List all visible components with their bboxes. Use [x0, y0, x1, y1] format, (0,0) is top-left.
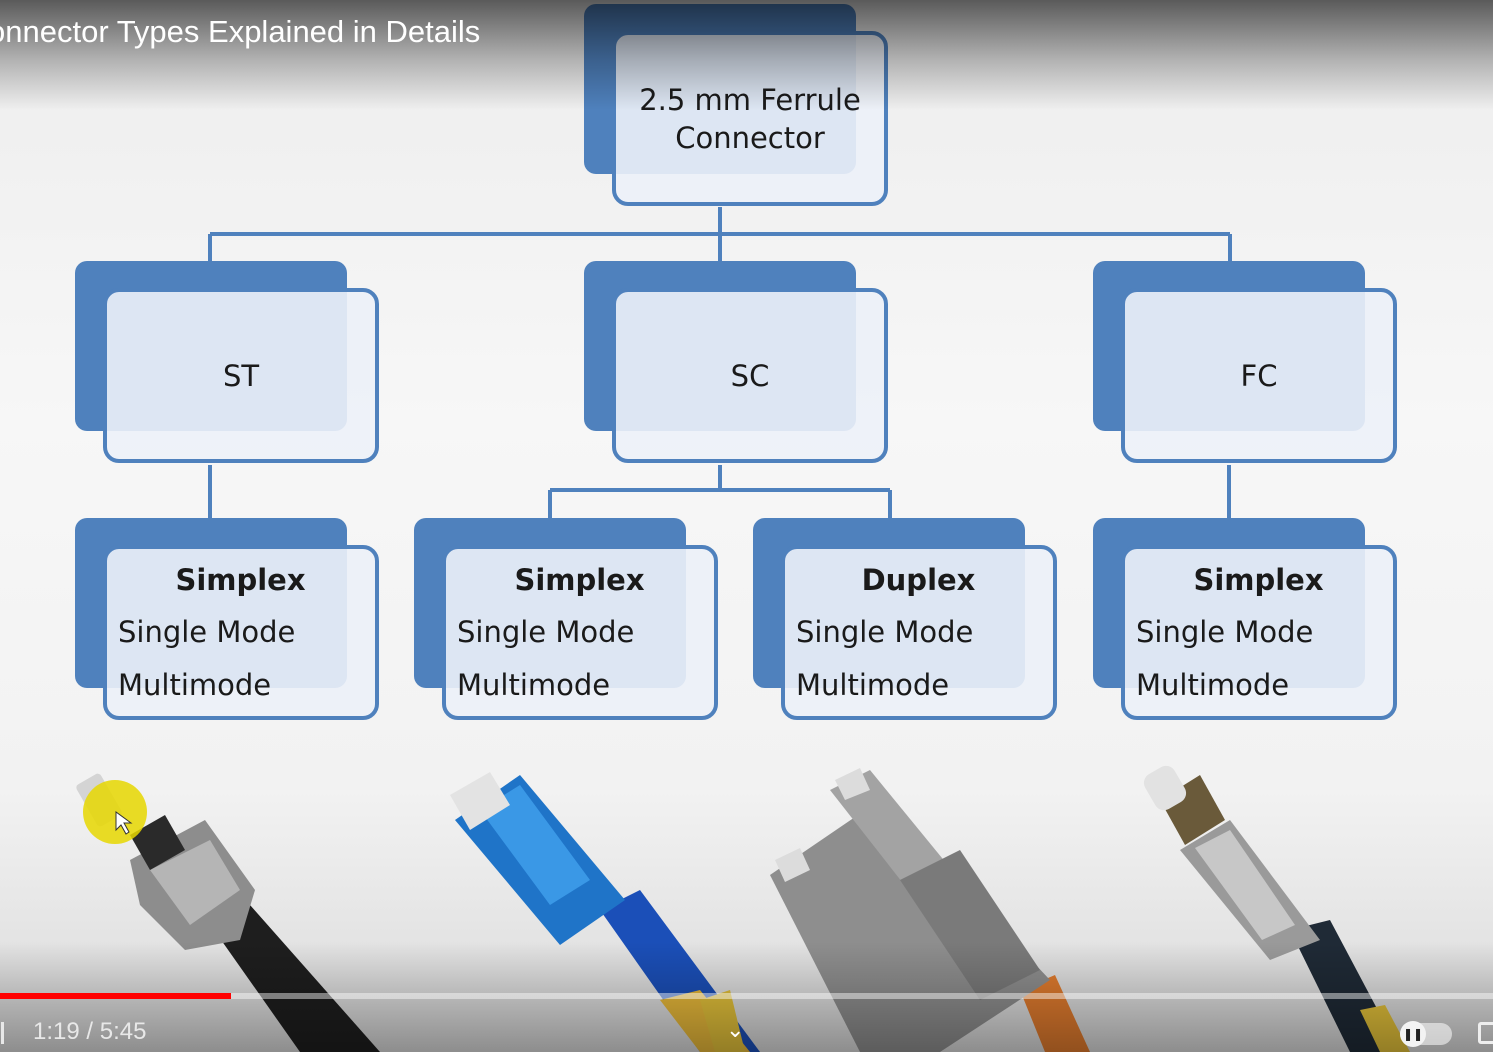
progress-bar-played [0, 993, 232, 999]
sc-duplex-connector-photo [700, 768, 1090, 1052]
leaf-mode: Multimode [118, 668, 272, 702]
st-connector-photo [76, 773, 380, 1052]
leaf-mode: Single Mode [457, 615, 635, 649]
leaf-heading: Simplex [1193, 563, 1324, 597]
leaf-mode: Multimode [457, 668, 611, 702]
chevron-down-icon[interactable]: ⌄ [726, 1018, 745, 1043]
leaf-heading: Duplex [861, 563, 976, 597]
category-label: FC [1240, 358, 1278, 393]
leaf-heading: Simplex [175, 563, 306, 597]
category-label: SC [730, 358, 770, 393]
progress-bar[interactable] [0, 993, 1493, 999]
category-label: ST [222, 358, 260, 393]
pause-icon: ❚❚ [1400, 1021, 1426, 1047]
video-title[interactable]: onnector Types Explained in Details [0, 14, 481, 49]
miniplayer-icon[interactable] [1478, 1022, 1493, 1044]
fc-connector-photo [1143, 765, 1410, 1052]
title-gradient [0, 0, 1493, 110]
time-display: 1:19 / 5:45 [33, 1018, 147, 1045]
leaf-mode: Single Mode [118, 615, 296, 649]
autoplay-toggle-icon[interactable]: ❚❚ [1400, 1021, 1452, 1047]
controls-gradient [0, 942, 1493, 1052]
leaf-mode: Single Mode [796, 615, 974, 649]
leaf-mode: Multimode [796, 668, 950, 702]
leaf-heading: Simplex [514, 563, 645, 597]
leaf-mode: Single Mode [1136, 615, 1314, 649]
leaf-mode: Multimode [1136, 668, 1290, 702]
play-pause-icon[interactable] [0, 1022, 4, 1044]
